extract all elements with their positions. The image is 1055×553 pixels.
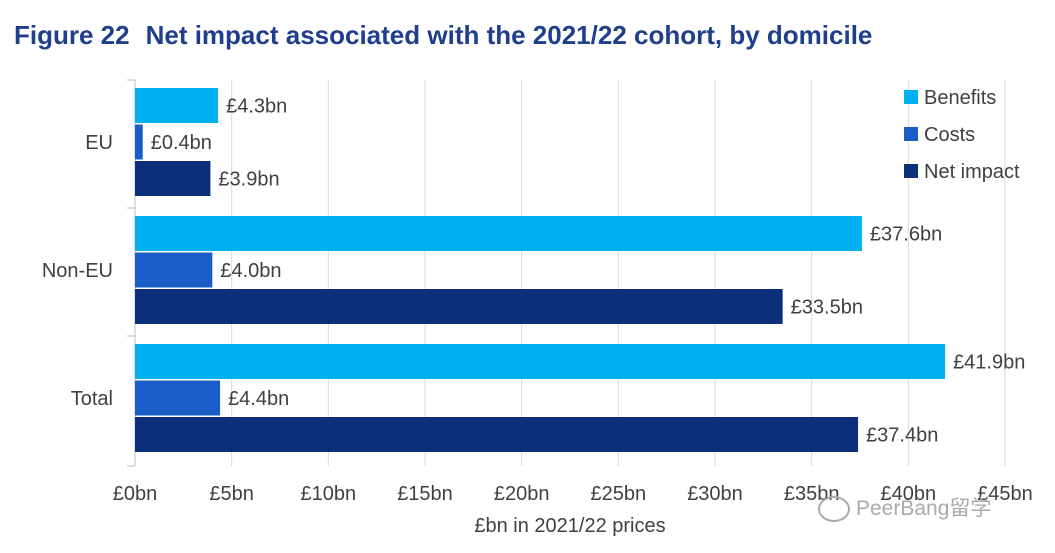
- legend-swatch-costs: [904, 127, 918, 141]
- data-label: £4.3bn: [226, 96, 287, 118]
- figure-title: Figure 22 Net impact associated with the …: [14, 20, 872, 51]
- legend-label-benefits: Benefits: [924, 87, 996, 109]
- watermark: PeerBang留学: [818, 492, 992, 523]
- x-tick-label: £45bn: [977, 483, 1033, 505]
- data-label: £4.0bn: [220, 260, 281, 282]
- bar-costs-eu: [135, 124, 143, 160]
- wechat-icon: [818, 496, 850, 523]
- x-axis-title: £bn in 2021/22 prices: [474, 515, 665, 537]
- legend-label-costs: Costs: [924, 124, 975, 146]
- data-label: £3.9bn: [218, 169, 279, 191]
- data-label: £0.4bn: [151, 132, 212, 154]
- category-label-total: Total: [71, 388, 113, 410]
- bar-costs-total: [135, 380, 221, 416]
- bar-benefits-total: [135, 344, 946, 379]
- x-tick-label: £20bn: [494, 483, 550, 505]
- bar-net-impact-eu: [135, 161, 211, 196]
- category-label-eu: EU: [85, 132, 113, 154]
- watermark-text: PeerBang留学: [856, 497, 992, 520]
- data-label: £37.4bn: [866, 425, 938, 447]
- bar-net-impact-non-eu: [135, 289, 783, 324]
- data-label: £41.9bn: [953, 352, 1025, 374]
- x-tick-label: £5bn: [209, 483, 254, 505]
- data-label: £33.5bn: [791, 297, 863, 319]
- x-tick-label: £25bn: [591, 483, 647, 505]
- x-tick-label: £10bn: [301, 483, 357, 505]
- x-tick-label: £30bn: [687, 483, 743, 505]
- data-label: £4.4bn: [228, 388, 289, 410]
- x-tick-label: £15bn: [397, 483, 453, 505]
- legend-swatch-net-impact: [904, 164, 918, 178]
- x-tick-label: £40bn: [881, 483, 937, 505]
- legend-label-net-impact: Net impact: [924, 161, 1020, 183]
- x-tick-label: £0bn: [113, 483, 158, 505]
- data-label: £37.6bn: [870, 224, 942, 246]
- legend-swatch-benefits: [904, 90, 918, 104]
- bar-net-impact-total: [135, 417, 859, 452]
- figure-number: Figure 22: [14, 20, 130, 50]
- category-label-non-eu: Non-EU: [42, 260, 113, 282]
- figure-title-text: Net impact associated with the 2021/22 c…: [145, 20, 873, 50]
- bar-benefits-non-eu: [135, 216, 862, 251]
- bar-costs-non-eu: [135, 252, 213, 288]
- bar-benefits-eu: [135, 88, 219, 123]
